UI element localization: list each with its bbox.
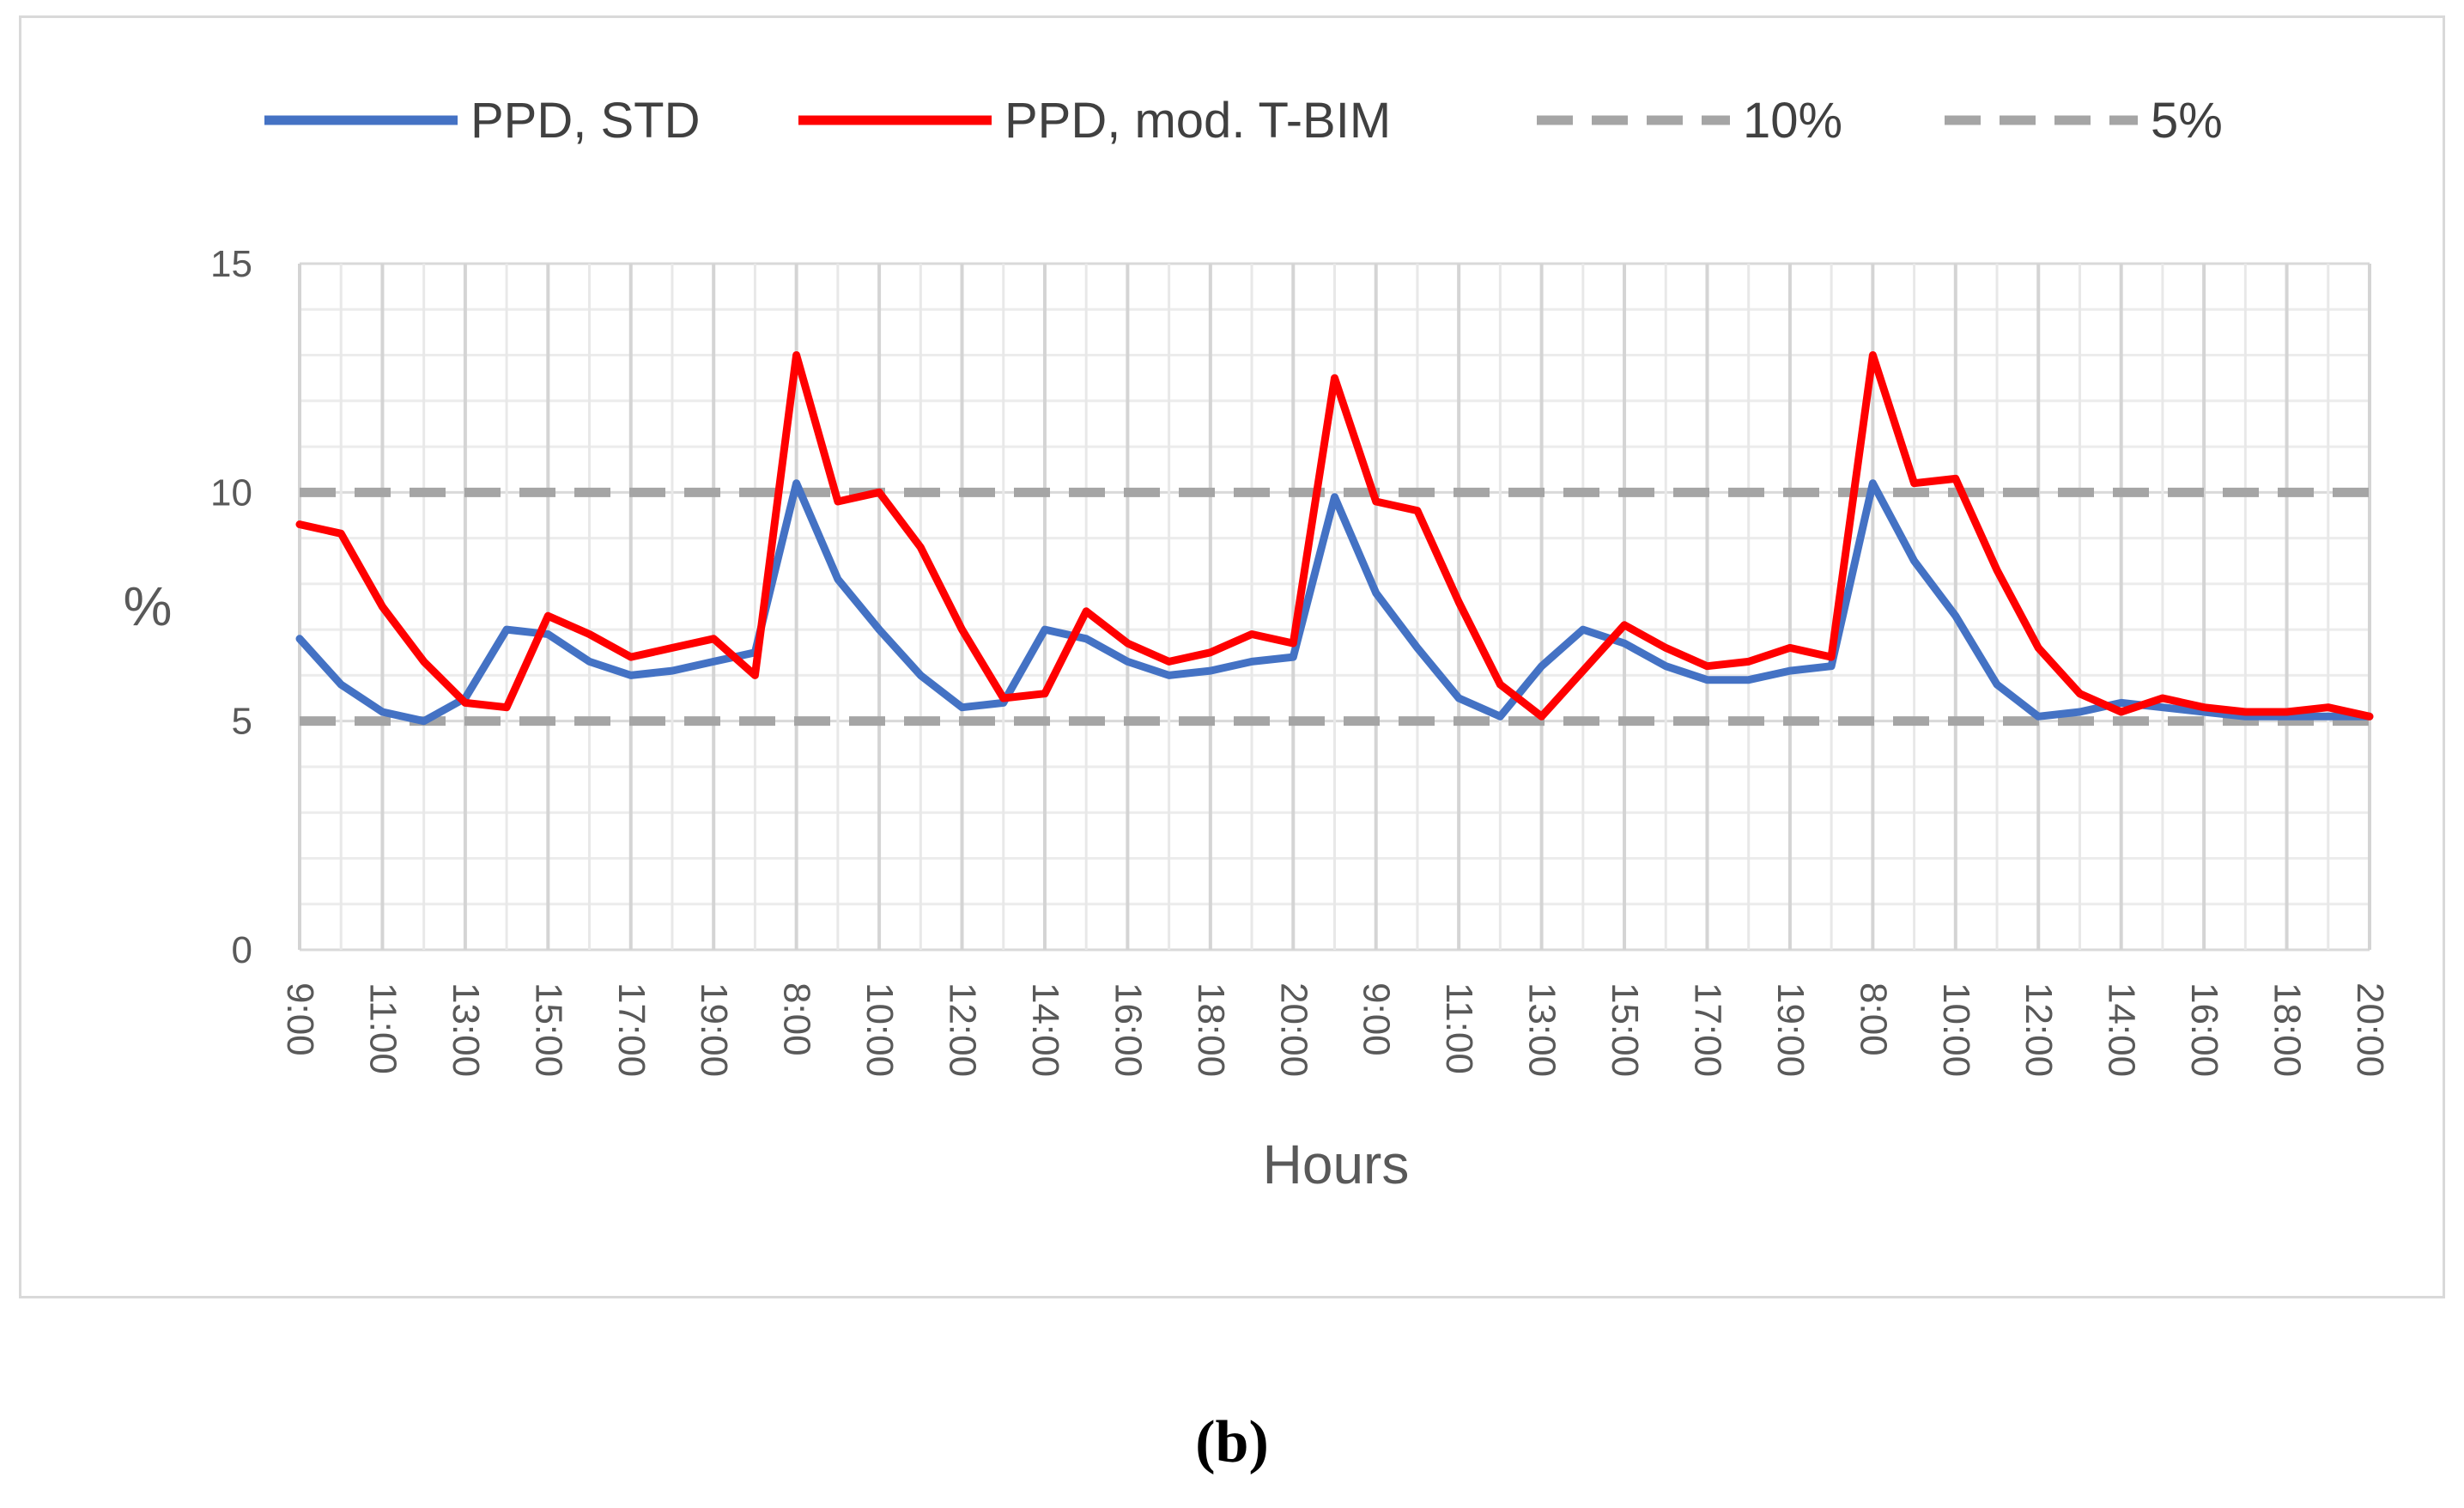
legend-label: PPD, STD xyxy=(470,93,701,149)
caption-text: (b) xyxy=(1195,1409,1269,1475)
x-tick-label: 11:00 xyxy=(361,982,404,1074)
x-tick-label: 14:00 xyxy=(2101,982,2143,1077)
x-tick-label: 10:00 xyxy=(1935,982,1977,1077)
x-tick-label: 13:00 xyxy=(445,982,487,1077)
x-axis-label: Hours xyxy=(1263,1134,1410,1195)
chart-legend: PPD, STD PPD, mod. T-BIM 10% 5% xyxy=(264,93,2223,149)
x-tick-label: 8:00 xyxy=(1852,982,1894,1056)
figure-caption: (b) xyxy=(0,1408,2464,1477)
x-tick-label: 15:00 xyxy=(1604,982,1646,1077)
x-tick-label: 17:00 xyxy=(610,982,652,1077)
x-tick-label: 20:00 xyxy=(1272,982,1314,1077)
y-tick-label: 15 xyxy=(210,243,252,285)
y-tick-label: 5 xyxy=(232,701,252,743)
legend-label: PPD, mod. T-BIM xyxy=(1004,93,1391,149)
y-tick-label: 0 xyxy=(232,929,252,971)
x-tick-label: 11:00 xyxy=(1438,982,1480,1074)
x-tick-label: 20:00 xyxy=(2349,982,2391,1077)
x-tick-label: 16:00 xyxy=(2183,982,2225,1077)
x-tick-label: 12:00 xyxy=(942,982,984,1077)
x-tick-label: 19:00 xyxy=(693,982,735,1077)
legend-label: 10% xyxy=(1743,93,1842,149)
x-tick-label: 9:00 xyxy=(279,982,321,1056)
x-tick-label: 19:00 xyxy=(1769,982,1812,1077)
chart-gridlines xyxy=(298,262,2371,952)
y-axis-label: % xyxy=(124,575,173,637)
x-tick-label: 14:00 xyxy=(1024,982,1066,1077)
y-tick-label: 10 xyxy=(210,471,252,514)
x-tick-label: 13:00 xyxy=(1521,982,1563,1077)
x-tick-label: 15:00 xyxy=(527,982,569,1077)
x-tick-label: 10:00 xyxy=(859,982,901,1077)
x-tick-label: 8:00 xyxy=(776,982,818,1056)
x-tick-label: 18:00 xyxy=(2267,982,2309,1077)
x-tick-label: 16:00 xyxy=(1107,982,1149,1077)
x-tick-label: 18:00 xyxy=(1190,982,1232,1077)
ppd-line-chart: PPD, STD PPD, mod. T-BIM 10% 5% 0 5 10 15 9:00 1… xyxy=(124,93,2391,1195)
legend-label: 5% xyxy=(2151,93,2223,149)
x-tick-label: 17:00 xyxy=(1686,982,1728,1077)
x-tick-label: 12:00 xyxy=(2018,982,2060,1077)
data-series xyxy=(295,351,2374,726)
x-tick-label: 9:00 xyxy=(1356,982,1398,1056)
axis-ticks: 0 5 10 15 9:00 11:00 13:00 15:00 17:00 19:00 8:00 1… xyxy=(210,243,2391,1077)
reference-lines xyxy=(300,487,2370,727)
